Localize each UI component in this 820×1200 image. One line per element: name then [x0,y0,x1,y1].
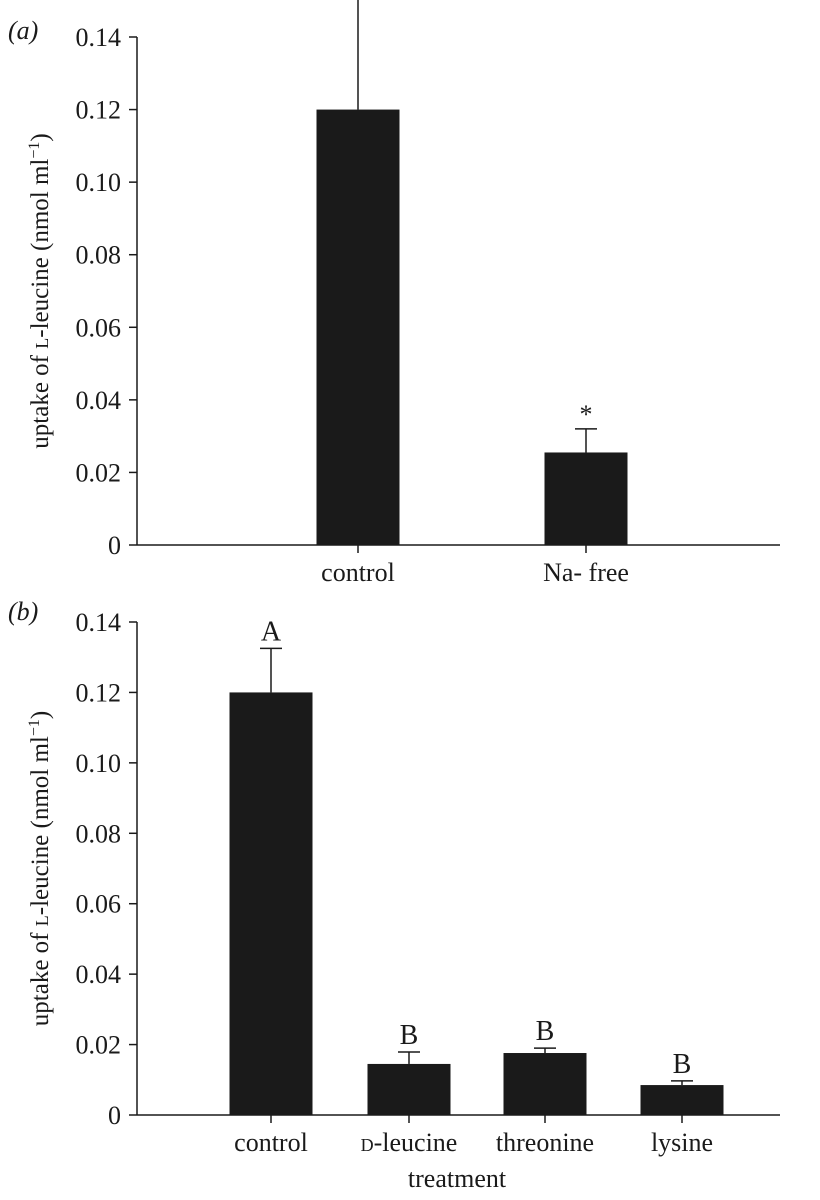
bar-control [316,109,400,546]
bar-control [229,692,313,1115]
x-tick-label: threonine [496,1128,594,1157]
x-tick-label: control [321,558,395,587]
x-tick-label: control [234,1128,308,1157]
panel-b: (b) 0 0.02 0.04 0.06 0.08 0.10 0.12 0.14 uptake o… [8,597,780,1193]
y-tick-label: 0.06 [76,313,122,342]
significance-label: B [536,1016,555,1047]
panel-label: (b) [8,597,38,626]
y-tick-label: 0.14 [76,608,122,637]
significance-label: * [580,400,593,429]
bar-threonine [503,1053,587,1115]
x-tick-label: lysine [651,1128,713,1157]
x-axis-label: treatment [408,1164,507,1193]
y-tick-label: 0.04 [76,960,122,989]
significance-label: B [400,1020,419,1051]
y-tick-label: 0 [108,1101,121,1130]
y-tick-label: 0.04 [76,386,122,415]
x-tick-label: Na- free [543,558,629,587]
y-axis-label: uptake of L-leucine (nmol ml−1) [26,711,54,1026]
y-tick-label: 0.06 [76,890,122,919]
y-tick-label: 0.12 [76,678,122,707]
bar-lysine [640,1085,724,1115]
y-tick-label: 0.08 [76,819,122,848]
y-tick-label: 0.08 [76,241,122,270]
y-tick-label: 0.12 [76,96,122,125]
panel-a: (a) 0 0.02 0.04 0.06 0.08 0.10 0.12 0.14 uptake o… [8,0,780,587]
significance-label: A [261,616,282,647]
x-tick-label: D-leucine [361,1128,458,1157]
y-tick-label: 0.02 [76,458,122,487]
y-tick-label: 0.10 [76,749,122,778]
bar-d-leucine [367,1063,451,1115]
significance-label: B [673,1049,692,1080]
panel-label: (a) [8,16,38,45]
bar-na-free [544,452,628,545]
y-tick-label: 0.10 [76,168,122,197]
y-tick-label: 0 [108,531,121,560]
y-tick-label: 0.14 [76,23,122,52]
y-axis-label: uptake of L-leucine (nmol ml−1) [26,133,54,448]
y-tick-label: 0.02 [76,1031,122,1060]
